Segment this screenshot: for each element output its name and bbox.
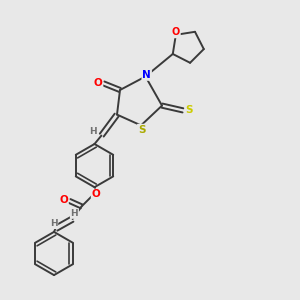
Text: O: O — [59, 195, 68, 205]
Text: H: H — [89, 128, 97, 136]
Text: N: N — [142, 70, 151, 80]
Text: H: H — [70, 209, 78, 218]
Text: S: S — [185, 105, 193, 116]
Text: H: H — [50, 219, 58, 228]
Text: O: O — [92, 189, 100, 200]
Text: O: O — [172, 27, 180, 38]
Text: S: S — [138, 124, 145, 135]
Text: O: O — [94, 77, 103, 88]
